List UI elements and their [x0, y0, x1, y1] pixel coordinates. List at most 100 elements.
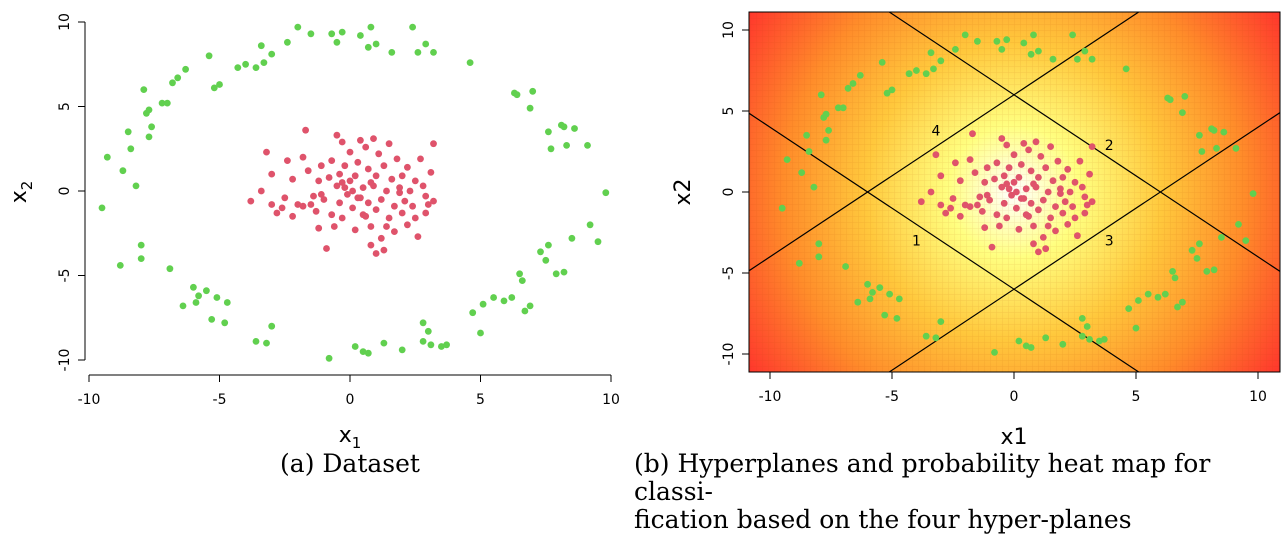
data-point — [1086, 170, 1093, 178]
data-point — [391, 202, 398, 210]
data-point — [299, 202, 307, 210]
data-point — [1135, 297, 1142, 304]
data-point — [380, 339, 388, 347]
x-tick-label: -10 — [78, 392, 101, 408]
data-point — [526, 302, 534, 310]
data-point — [1071, 214, 1079, 222]
data-point — [917, 198, 925, 206]
data-point — [586, 221, 594, 229]
data-point — [937, 57, 945, 65]
data-point — [398, 209, 406, 217]
data-point — [404, 163, 411, 171]
data-point — [1057, 185, 1064, 193]
x-tick-label: 0 — [346, 392, 355, 408]
data-point — [145, 133, 153, 141]
data-point — [1210, 126, 1218, 134]
data-point — [1064, 165, 1072, 173]
data-point — [302, 126, 309, 134]
data-point — [216, 81, 223, 88]
data-point — [1169, 268, 1176, 275]
data-point — [398, 346, 406, 354]
data-point — [1052, 203, 1059, 211]
data-point — [1015, 174, 1023, 181]
data-point — [905, 70, 913, 78]
data-point — [333, 182, 341, 190]
hyperplanes — [749, 12, 1280, 372]
data-point — [560, 268, 568, 276]
data-point — [419, 182, 427, 190]
data-point — [878, 59, 886, 66]
data-point — [359, 348, 367, 355]
data-point — [805, 148, 813, 155]
data-point — [993, 159, 1001, 167]
data-point — [268, 50, 276, 58]
data-point — [1042, 334, 1050, 342]
data-point — [849, 80, 857, 87]
data-point — [886, 290, 893, 298]
data-point — [937, 172, 945, 180]
data-point — [815, 240, 823, 248]
data-point — [349, 204, 356, 212]
hyperplane-line — [749, 112, 1140, 372]
data-point — [1049, 55, 1057, 63]
data-point — [338, 214, 346, 222]
data-point — [247, 197, 255, 205]
data-point — [257, 42, 265, 50]
panel-b-x-label: x1 — [1000, 425, 1027, 450]
data-point — [103, 153, 111, 161]
data-point — [1242, 237, 1250, 245]
data-point — [268, 322, 276, 330]
data-point — [380, 246, 388, 254]
data-point — [803, 131, 810, 139]
data-point — [521, 307, 529, 315]
data-point — [1074, 232, 1081, 240]
data-point — [888, 86, 896, 94]
data-point — [1027, 50, 1035, 58]
data-point — [364, 349, 372, 357]
data-point — [1249, 190, 1257, 198]
data-point — [1232, 144, 1240, 152]
data-point — [210, 84, 218, 92]
data-point — [537, 248, 544, 256]
data-point — [385, 140, 393, 148]
data-point — [208, 316, 216, 323]
panel-a-points — [98, 23, 610, 362]
data-point — [937, 318, 945, 325]
data-point — [396, 184, 403, 192]
data-point — [932, 334, 940, 342]
data-point — [195, 292, 203, 300]
data-point — [341, 184, 349, 192]
data-point — [1037, 153, 1045, 160]
caption-b: (b) Hyperplanes and probability heat map… — [634, 450, 1284, 534]
data-point — [179, 302, 187, 310]
data-point — [974, 37, 981, 45]
data-point — [422, 192, 430, 200]
data-point — [116, 262, 124, 269]
data-point — [1086, 336, 1093, 343]
data-point — [354, 194, 362, 202]
data-point — [1059, 209, 1067, 217]
data-point — [1066, 188, 1074, 196]
data-point — [1218, 234, 1225, 241]
data-point — [1000, 199, 1008, 207]
data-point — [974, 201, 981, 209]
panel-b-y-ticks: -10 -5 0 5 10 — [721, 21, 749, 365]
data-point — [414, 49, 422, 56]
data-point — [998, 135, 1006, 142]
data-point — [323, 245, 330, 252]
data-point — [508, 294, 516, 301]
data-point — [393, 155, 401, 163]
data-point — [477, 329, 484, 337]
data-point — [1003, 141, 1011, 149]
data-point — [547, 145, 555, 153]
data-point — [545, 241, 552, 249]
data-point — [1078, 183, 1086, 191]
data-point — [1010, 178, 1018, 186]
data-point — [1030, 222, 1037, 230]
data-point — [927, 49, 935, 57]
data-point — [203, 287, 210, 295]
data-point — [310, 192, 317, 200]
data-point — [1008, 191, 1015, 199]
y-tick-label: -10 — [721, 343, 737, 366]
data-point — [166, 265, 174, 273]
